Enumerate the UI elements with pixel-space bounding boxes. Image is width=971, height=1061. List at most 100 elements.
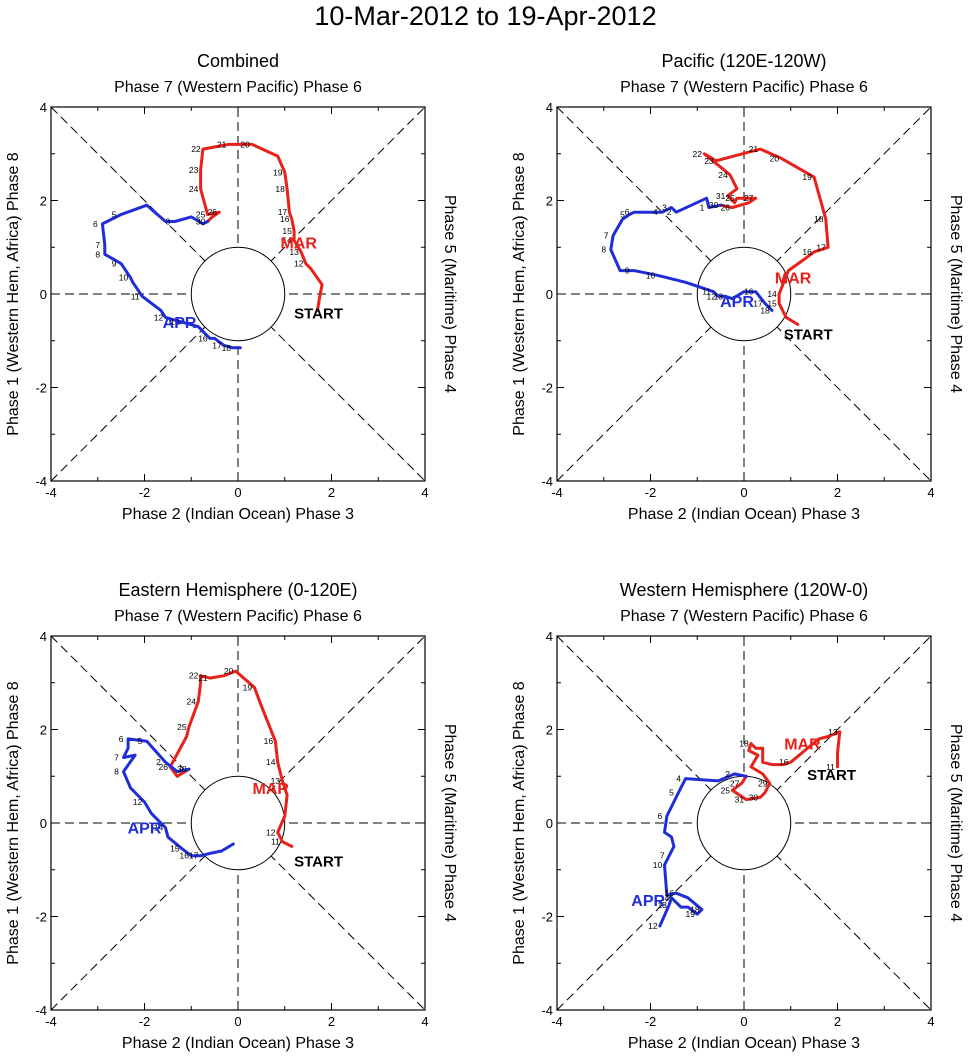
series-line-april <box>100 203 242 350</box>
diagonal-guide <box>50 635 426 1011</box>
month-label-apr: APR <box>720 294 754 311</box>
phase-panel-3: Eastern Hemisphere (0-120E) Phase 7 (West… <box>5 580 458 1052</box>
y-tick-label: -4 <box>35 474 47 489</box>
day-label: 12 <box>648 921 658 931</box>
phase-right-label: Phase 5 (Maritime) Phase 4 <box>441 724 458 922</box>
day-label: 9 <box>625 266 630 276</box>
day-label: 12 <box>707 291 717 301</box>
phase-bottom-label: Phase 2 (Indian Ocean) Phase 3 <box>628 506 860 523</box>
day-label: 21 <box>198 673 208 683</box>
phase-left-label: Phase 1 (Western Hem, Africa) Phase 8 <box>511 681 528 964</box>
day-label: 10 <box>653 860 663 870</box>
diagonal-guide <box>556 106 932 482</box>
day-label: 1 <box>700 203 705 213</box>
series-line-march <box>199 142 324 312</box>
day-label: 4 <box>653 207 658 217</box>
phase-top-label: Phase 7 (Western Pacific) Phase 6 <box>620 608 868 625</box>
start-label: START <box>294 306 343 323</box>
day-label: 15 <box>170 844 180 854</box>
x-tick-label: 2 <box>328 485 335 500</box>
diagonal-guide <box>556 635 932 1011</box>
y-tick-label: -2 <box>35 381 47 396</box>
phase-left-label: Phase 1 (Western Hem, Africa) Phase 8 <box>5 681 22 964</box>
series-line-april <box>658 772 748 928</box>
y-tick-label: 4 <box>546 629 553 644</box>
x-tick-label: 2 <box>834 485 841 500</box>
x-tick-label: -2 <box>139 485 151 500</box>
day-label: 17 <box>816 242 826 252</box>
day-label: 21 <box>217 139 227 149</box>
day-label: 16 <box>779 757 789 767</box>
day-label: 11 <box>702 287 711 297</box>
phase-bottom-label: Phase 2 (Indian Ocean) Phase 3 <box>122 1035 354 1052</box>
month-label-mar: MAR <box>281 236 318 253</box>
day-label: 18 <box>222 343 232 353</box>
series-line-april <box>122 737 235 858</box>
day-label: 19 <box>686 909 696 919</box>
day-label: 11 <box>826 762 835 772</box>
day-label: 2 <box>667 207 672 217</box>
unit-circle <box>190 775 286 871</box>
day-label: 30 <box>177 764 187 774</box>
panel-title: Combined <box>197 51 279 71</box>
day-label: 23 <box>704 156 714 166</box>
phase-top-label: Phase 7 (Western Pacific) Phase 6 <box>114 79 362 96</box>
day-label: 7 <box>95 240 100 250</box>
day-label: 12 <box>154 312 164 322</box>
x-tick-label: 0 <box>234 1014 241 1029</box>
phase-bottom-label: Phase 2 (Indian Ocean) Phase 3 <box>628 1035 860 1052</box>
y-tick-label: 0 <box>40 816 47 831</box>
day-label: 6 <box>625 207 630 217</box>
x-tick-label: 4 <box>927 1014 934 1029</box>
day-label: 16 <box>180 851 190 861</box>
month-label-apr: APR <box>128 821 162 838</box>
y-tick-label: 0 <box>546 816 553 831</box>
x-tick-label: -2 <box>139 1014 151 1029</box>
y-tick-label: -2 <box>35 910 47 925</box>
day-label: 16 <box>280 214 290 224</box>
phase-right-label: Phase 5 (Maritime) Phase 4 <box>441 195 458 393</box>
day-label: 5 <box>620 210 625 220</box>
day-label: 16 <box>264 736 274 746</box>
phase-right-label: Phase 5 (Maritime) Phase 4 <box>947 195 964 393</box>
day-label: 2 <box>156 757 161 767</box>
x-tick-label: 0 <box>234 485 241 500</box>
start-label: START <box>807 767 856 784</box>
day-label: 25 <box>721 785 731 795</box>
diagonal-guide <box>556 106 932 482</box>
day-label: 7 <box>604 231 609 241</box>
day-label: 13 <box>714 291 724 301</box>
day-label: 10 <box>646 270 656 280</box>
day-label: 14 <box>767 289 777 299</box>
month-label-apr: APR <box>163 315 197 332</box>
day-label: 27 <box>744 193 754 203</box>
x-tick-label: -2 <box>645 1014 657 1029</box>
day-label: 5 <box>137 736 142 746</box>
day-label: 18 <box>814 214 824 224</box>
phase-panel-4: Western Hemisphere (120W-0) Phase 7 (West… <box>511 580 964 1052</box>
y-tick-label: 0 <box>40 287 47 302</box>
day-label: 24 <box>189 184 199 194</box>
day-label: 20 <box>770 153 780 163</box>
day-label: 31 <box>716 191 726 201</box>
y-tick-label: -2 <box>541 381 553 396</box>
diagonal-guide <box>50 106 426 482</box>
day-label: 17 <box>212 340 222 350</box>
day-label: 19 <box>802 172 812 182</box>
x-tick-label: 4 <box>927 485 934 500</box>
day-label: 3 <box>166 217 171 227</box>
day-label: 31 <box>735 795 745 805</box>
y-tick-label: -4 <box>541 1003 553 1018</box>
x-tick-label: -4 <box>551 485 563 500</box>
y-tick-label: 4 <box>546 100 553 115</box>
x-tick-label: 0 <box>740 485 747 500</box>
x-tick-label: 0 <box>740 1014 747 1029</box>
day-label: 25 <box>177 722 187 732</box>
x-tick-label: -2 <box>645 485 657 500</box>
day-label: 29 <box>758 778 768 788</box>
day-label: 13 <box>828 727 838 737</box>
day-label: 17 <box>189 851 199 861</box>
day-label: 27 <box>730 778 740 788</box>
start-label: START <box>294 853 343 870</box>
